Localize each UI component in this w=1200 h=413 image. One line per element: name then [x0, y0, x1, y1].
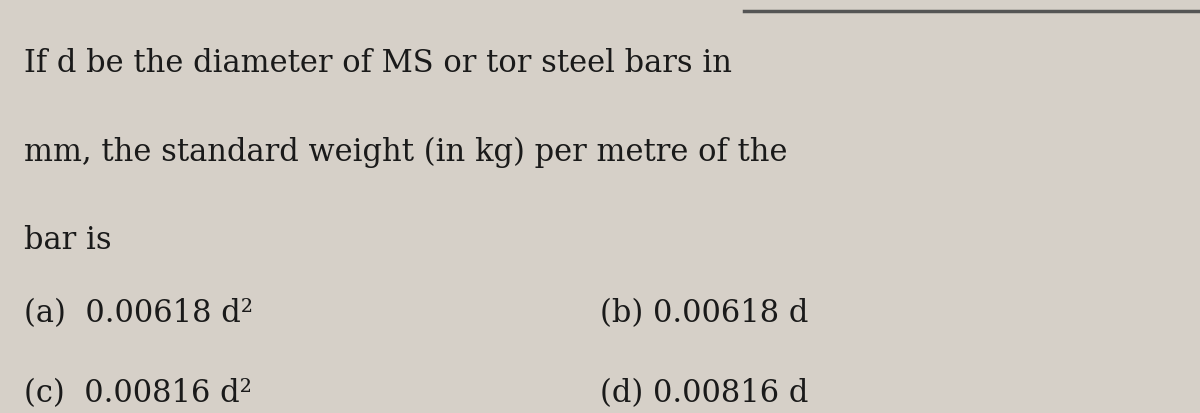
Text: bar is: bar is	[24, 225, 112, 256]
Text: (d) 0.00816 d: (d) 0.00816 d	[600, 377, 809, 408]
Text: (b) 0.00618 d: (b) 0.00618 d	[600, 297, 809, 328]
Text: If d be the diameter of MS or tor steel bars in: If d be the diameter of MS or tor steel …	[24, 48, 732, 79]
Text: mm, the standard weight (in kg) per metre of the: mm, the standard weight (in kg) per metr…	[24, 136, 787, 168]
Text: (c)  0.00816 d²: (c) 0.00816 d²	[24, 377, 252, 408]
Text: (a)  0.00618 d²: (a) 0.00618 d²	[24, 297, 253, 328]
